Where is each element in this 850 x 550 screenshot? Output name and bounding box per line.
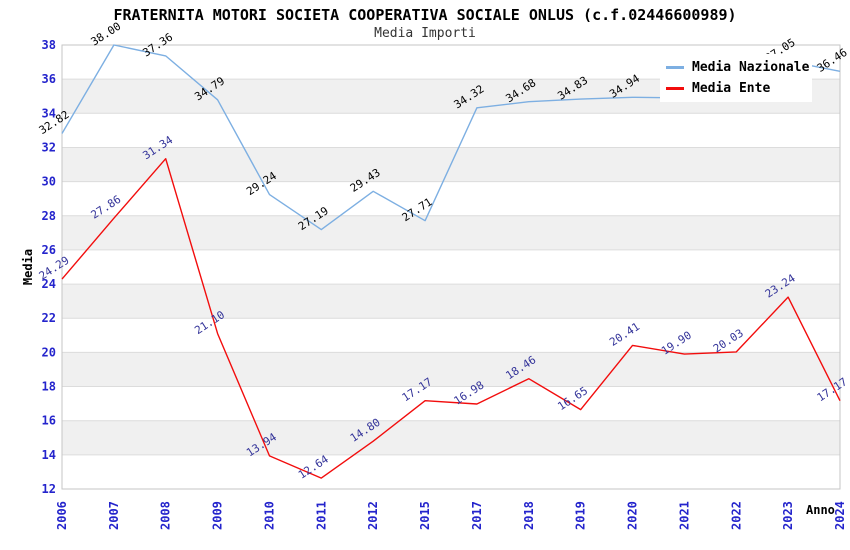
y-axis-title: Media — [21, 248, 35, 286]
plot-border — [61, 44, 841, 490]
svg-text:2006: 2006 — [55, 501, 69, 530]
svg-text:38.00: 38.00 — [89, 20, 124, 49]
svg-text:2023: 2023 — [781, 501, 795, 530]
svg-text:20.41: 20.41 — [607, 320, 642, 349]
chart-title: FRATERNITA MOTORI SOCIETA COOPERATIVA SO… — [113, 6, 737, 24]
svg-text:12.64: 12.64 — [296, 452, 331, 481]
svg-text:14: 14 — [42, 448, 56, 462]
svg-text:2008: 2008 — [159, 501, 173, 530]
svg-text:16.65: 16.65 — [555, 384, 590, 413]
svg-text:20.03: 20.03 — [711, 326, 746, 355]
svg-text:2021: 2021 — [677, 501, 691, 530]
x-axis-title: Anno — [806, 503, 835, 517]
chart-legend: Media Nazionale Media Ente — [660, 54, 812, 102]
media-nazionale-line-swatch-icon — [666, 66, 684, 69]
legend-label-media-ente: Media Ente — [692, 81, 771, 96]
legend-label-media-nazionale: Media Nazionale — [692, 60, 810, 75]
svg-text:2015: 2015 — [418, 501, 432, 530]
svg-text:2017: 2017 — [470, 501, 484, 530]
chart-subtitle: Media Importi — [374, 26, 476, 41]
series-line-media-ente — [61, 157, 841, 479]
x-axis-tick-labels: 2006 2007 2008 2009 2010 2011 2012 2015 2017 2018… — [55, 501, 847, 530]
svg-text:2010: 2010 — [262, 501, 276, 530]
svg-text:30: 30 — [42, 175, 56, 189]
svg-text:28: 28 — [42, 209, 56, 223]
svg-text:38: 38 — [42, 38, 56, 52]
svg-text:2012: 2012 — [366, 501, 380, 530]
svg-text:36.46: 36.46 — [815, 46, 850, 75]
svg-text:2022: 2022 — [729, 501, 743, 530]
svg-text:16: 16 — [42, 414, 56, 428]
svg-text:2018: 2018 — [522, 501, 536, 530]
legend-item-media-ente: Media Ente — [666, 81, 812, 96]
y-axis-tick-labels: 12 14 16 18 20 22 24 26 28 30 32 34 36 38 — [42, 38, 56, 496]
background-bands — [62, 79, 840, 455]
svg-text:12: 12 — [42, 482, 56, 496]
svg-text:2011: 2011 — [314, 501, 328, 530]
svg-text:18: 18 — [42, 380, 56, 394]
svg-text:26: 26 — [42, 243, 56, 257]
svg-text:20: 20 — [42, 345, 56, 359]
svg-text:2009: 2009 — [211, 501, 225, 530]
svg-text:2024: 2024 — [833, 501, 847, 530]
svg-text:36: 36 — [42, 72, 56, 86]
svg-text:22: 22 — [42, 311, 56, 325]
legend-item-media-nazionale: Media Nazionale — [666, 60, 812, 75]
svg-text:34: 34 — [42, 106, 56, 120]
svg-text:32: 32 — [42, 140, 56, 154]
svg-text:2007: 2007 — [107, 501, 121, 530]
svg-text:24: 24 — [42, 277, 56, 291]
media-ente-line-swatch-icon — [666, 87, 684, 90]
svg-text:2019: 2019 — [574, 501, 588, 530]
svg-text:2020: 2020 — [626, 501, 640, 530]
